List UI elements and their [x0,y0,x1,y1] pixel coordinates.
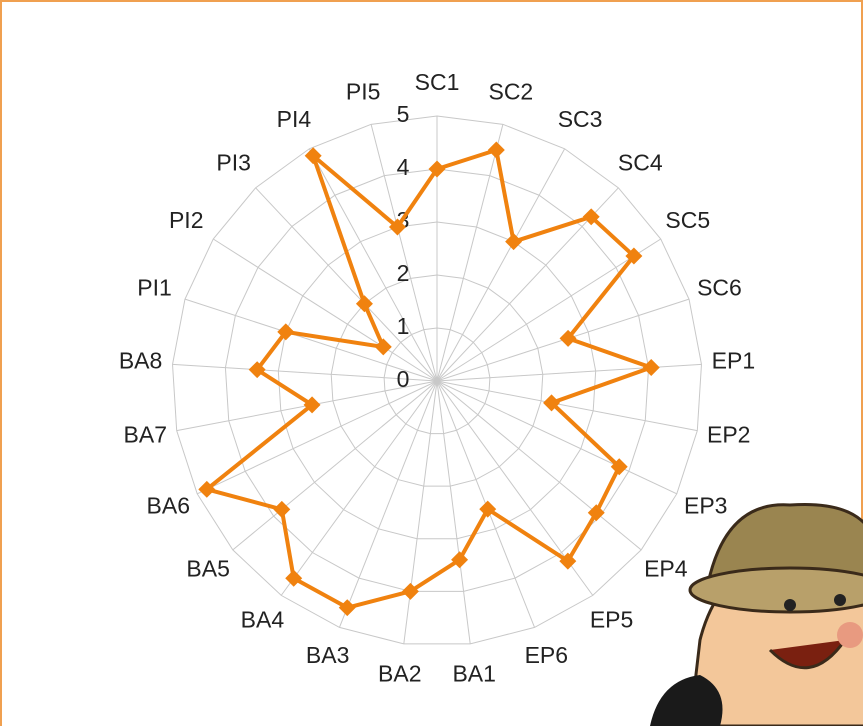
tick-label: 1 [397,313,410,339]
chart: SC1 SC2 SC3 SC4 SC5 SC6 EP1 EP2 EP3 EP4 EP5 EP6 BA1 B… [0,0,863,726]
category-label: SC6 [697,274,742,300]
category-label: PI3 [216,150,251,176]
category-label: SC5 [665,207,710,233]
category-label: EP2 [707,422,750,448]
tick-label: 0 [397,366,410,392]
category-label: BA2 [378,661,421,687]
category-label: PI4 [277,106,312,132]
category-label: SC4 [618,150,663,176]
category-label: PI1 [137,274,172,300]
category-label: BA5 [186,555,229,581]
category-label: BA6 [147,493,190,519]
page: {"chart_data": {"type": "radar", "catego… [0,0,863,726]
category-label: SC2 [488,78,533,104]
category-label: EP6 [525,642,568,668]
category-label: PI2 [169,207,204,233]
category-label: BA7 [124,422,167,448]
category-label: SC3 [558,106,603,132]
category-label: SC1 [415,69,460,95]
tick-label: 5 [397,101,410,127]
category-label: EP5 [590,606,633,632]
tick-label: 2 [397,260,410,286]
category-label: BA3 [306,642,349,668]
category-label: BA1 [452,661,495,687]
category-label: EP3 [684,493,727,519]
category-label: BA4 [241,606,285,632]
category-label: BA8 [119,347,162,373]
category-label: EP1 [712,347,755,373]
category-label: PI5 [346,78,381,104]
category-label: EP4 [644,555,688,581]
tick-label: 4 [397,154,410,180]
